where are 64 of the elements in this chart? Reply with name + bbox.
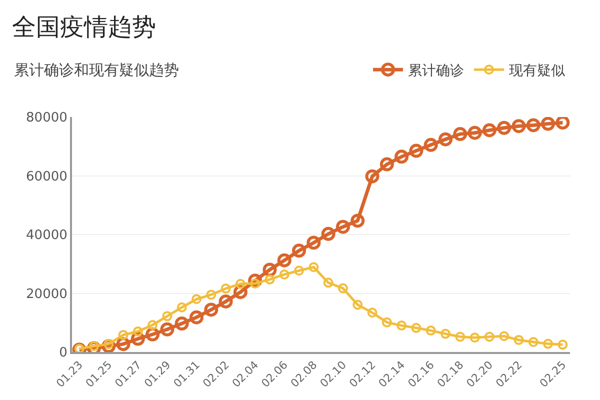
point [455,332,466,342]
point [497,120,512,135]
point [220,284,231,294]
point [411,322,422,333]
point [512,119,526,134]
point [556,117,570,130]
point [350,214,365,228]
point [558,340,568,350]
point [118,330,128,340]
point [132,326,143,336]
point [484,332,494,342]
point [174,316,189,331]
point [292,244,306,258]
point [396,320,407,331]
point [235,278,246,289]
point [176,302,187,312]
y-tick-label: 80000 [26,110,68,126]
point [204,302,218,317]
point [160,322,174,336]
y-tick-label: 0 [59,346,68,361]
point [438,132,452,146]
point [470,332,480,343]
point [306,236,321,250]
point [323,278,334,288]
point [440,328,450,339]
point [190,310,204,324]
chart-title: 全国疫情趋势 [12,12,156,41]
point [218,294,233,308]
point [541,117,556,131]
point [352,300,363,310]
legend-label: 累计确诊 [408,63,464,80]
point [380,157,394,172]
point [528,337,538,348]
point [514,334,524,345]
point [453,127,468,142]
point [294,266,304,276]
point [482,123,496,138]
legend-label: 现有疑似 [509,63,565,80]
point [321,226,336,241]
point [382,317,392,328]
point [367,308,378,318]
y-tick-label: 20000 [26,286,68,302]
point [394,150,409,164]
y-tick-label: 60000 [26,169,68,184]
point [338,283,348,294]
point [264,274,275,284]
chart-subtitle: 累计确诊和现有疑似趋势 [14,61,179,79]
point [206,290,216,300]
point [499,331,510,342]
point [424,138,438,152]
point [148,320,158,330]
point [162,311,172,322]
point [543,338,554,349]
point [308,262,319,272]
point [526,118,540,132]
point [468,126,482,140]
point [192,294,202,304]
point [336,220,350,234]
point [409,144,424,158]
point [277,253,292,268]
point [365,169,380,184]
point [279,269,290,280]
point [426,326,436,336]
y-tick-label: 40000 [26,228,68,244]
